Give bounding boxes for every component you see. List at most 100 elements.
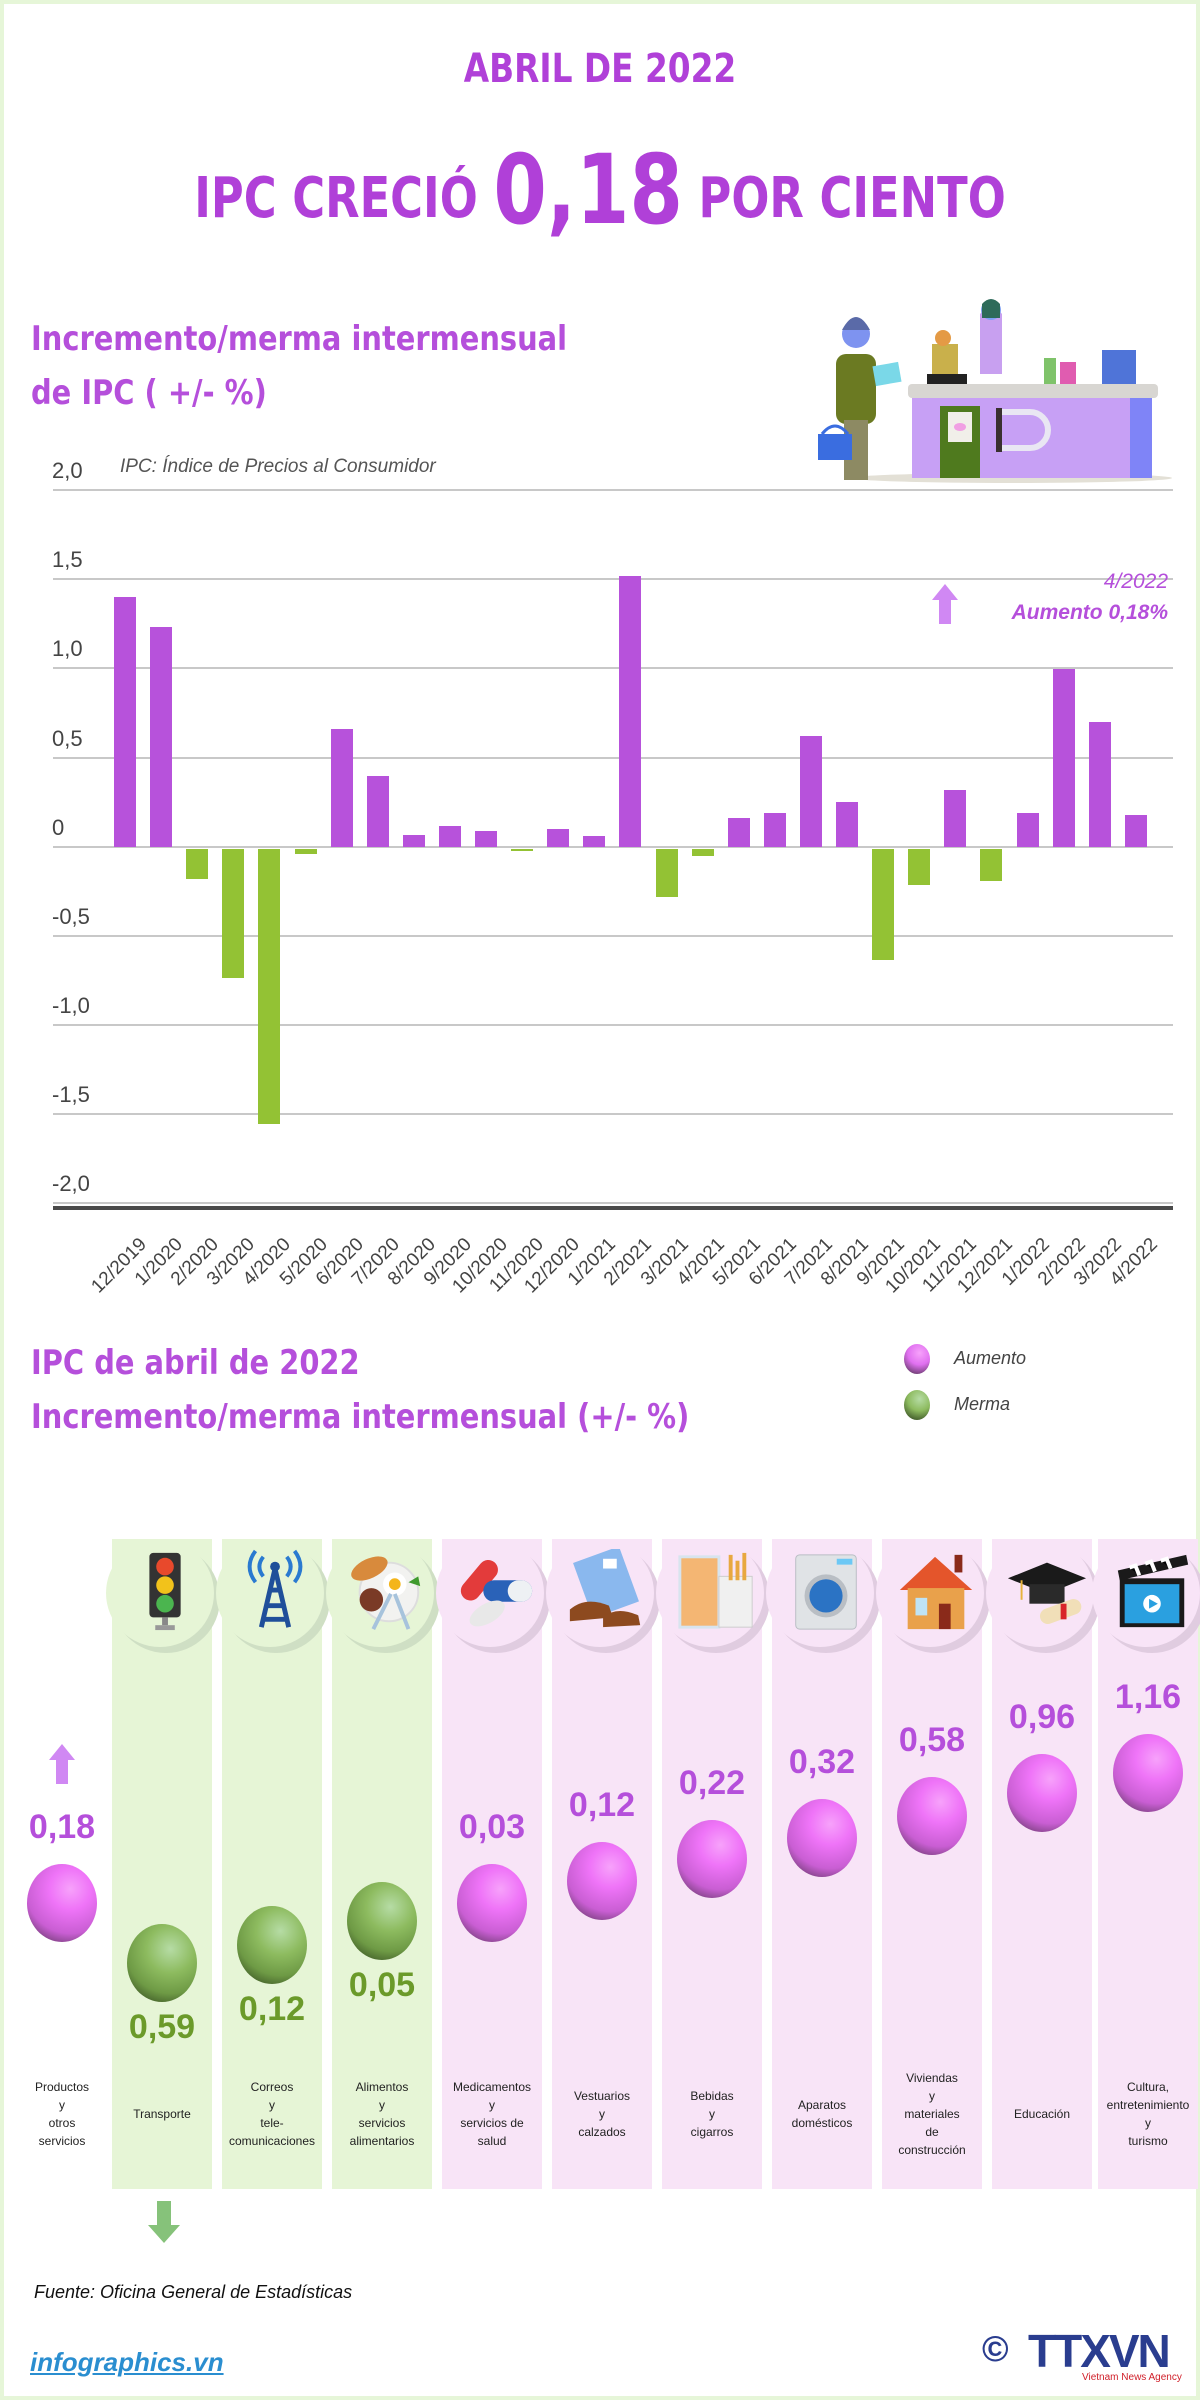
category-value: 0,03 [458, 1808, 526, 1846]
bar-8/2020 [402, 834, 425, 847]
category-column [876, 1539, 984, 2189]
category-label-line: y [379, 2098, 385, 2112]
bar-6/2020 [330, 729, 353, 847]
bar-9/2021 [872, 849, 895, 960]
gridline [53, 1024, 1173, 1026]
antenna-tower-icon [247, 1549, 303, 1628]
value-ball [1007, 1754, 1077, 1832]
bar-5/2020 [294, 849, 317, 855]
house-icon [899, 1554, 973, 1630]
section2-title: IPC de abril de 2022 Incremento/merma in… [31, 1336, 689, 1444]
category-value: 0,12 [568, 1786, 636, 1824]
category-column [1092, 1539, 1200, 2189]
bar-4/2020 [258, 849, 281, 1124]
section2-title-line1: IPC de abril de 2022 [31, 1343, 360, 1383]
category-label-line: Viviendas [906, 2071, 958, 2085]
bar-1/2022 [1016, 813, 1039, 847]
ttxvn-logo: © TTXVN Vietnam News Agency [982, 2322, 1182, 2386]
value-ball [787, 1799, 857, 1877]
category-label-line: alimentarios [349, 2134, 415, 2148]
category-label-line: Aparatos [797, 2098, 847, 2112]
site-link[interactable]: infographics.vn [30, 2347, 224, 2377]
category-label-line: Productos [34, 2080, 90, 2094]
gridline [53, 935, 1173, 937]
latest-month-annotation: 4/2022 Aumento 0,18% [1012, 566, 1168, 628]
value-ball [897, 1777, 967, 1855]
category-label: Cultura, entretenimiento y turismo [1090, 2078, 1200, 2150]
category-column [216, 1539, 324, 2189]
category-label-line: comunicaciones [228, 2134, 316, 2148]
bar-12/2021 [980, 849, 1003, 882]
bar-2/2021 [619, 575, 642, 847]
category-label-line: Medicamentos [452, 2080, 532, 2094]
category-label-line: y [59, 2098, 65, 2112]
gridline [53, 489, 1173, 491]
bar-8/2021 [836, 802, 858, 847]
category-label-line: cigarros [690, 2125, 734, 2139]
gridline [53, 667, 1173, 669]
category-label-line: servicios [38, 2134, 86, 2148]
bar-7/2020 [366, 775, 389, 847]
section1-title: Incremento/merma intermensual de IPC ( +… [31, 312, 567, 420]
copyright-icon: © [982, 2328, 1009, 2369]
category-label-line: servicios de [460, 2116, 524, 2130]
category-label: Correos y tele-comunicaciones [214, 2078, 330, 2150]
bar-4/2022 [1124, 814, 1147, 847]
category-value: 0,18 [28, 1808, 96, 1846]
drink-cigarettes-icon [678, 1552, 753, 1629]
gridline [53, 1202, 1173, 1204]
logo-text: TTXVN [1028, 2325, 1171, 2377]
bar-3/2021 [655, 849, 678, 898]
category-label-line: Alimentos [355, 2080, 409, 2094]
bar-12/2020 [547, 829, 570, 847]
category-label-line: calzados [578, 2125, 626, 2139]
y-tick-label: 0,5 [52, 726, 83, 751]
annotation-text: Aumento 0,18% [1011, 601, 1168, 624]
chart-subnote: IPC: Índice de Precios al Consumidor [120, 456, 436, 477]
category-label-line: domésticos [791, 2116, 853, 2130]
category-label-line: turismo [1128, 2134, 1168, 2148]
category-label: Productos y otros servicios [4, 2078, 120, 2150]
bar-3/2022 [1088, 722, 1111, 847]
up-arrow-icon [49, 1744, 75, 1784]
washing-machine-icon [795, 1554, 857, 1630]
category-label: Aparatos domésticos [764, 2096, 880, 2132]
value-ball [677, 1820, 747, 1898]
category-label-line: Bebidas [690, 2089, 734, 2103]
value-ball [27, 1864, 97, 1942]
gridline [53, 1113, 1173, 1115]
food-plate-icon [351, 1556, 421, 1630]
category-value: 0,32 [788, 1743, 856, 1781]
category-label: Viviendas y materiales de construcción [874, 2069, 990, 2159]
category-label-line: servicios [358, 2116, 406, 2130]
legend-swatch-merma [904, 1390, 930, 1420]
category-value: 1,16 [1114, 1678, 1182, 1716]
bar-10/2021 [908, 849, 931, 885]
bar-1/2020 [150, 627, 173, 847]
category-column [106, 1539, 214, 2189]
bar-11/2021 [944, 789, 967, 847]
category-column [986, 1539, 1094, 2189]
logo-subtitle: Vietnam News Agency [1082, 2372, 1182, 2383]
gridline [53, 846, 1173, 848]
pills-icon [460, 1560, 533, 1627]
category-label-line: tele- [260, 2116, 284, 2130]
value-ball [457, 1864, 527, 1942]
y-tick-label: -2,0 [52, 1171, 90, 1196]
category-label: Educación [984, 2105, 1100, 2123]
category-label-line: Cultura, [1126, 2080, 1170, 2094]
clothes-shoes-icon [569, 1549, 641, 1628]
value-ball [237, 1906, 307, 1984]
bar-3/2020 [222, 849, 245, 978]
section2-title-line2: Incremento/merma intermensual (+/- %) [31, 1397, 690, 1437]
y-tick-label: 0 [52, 815, 65, 840]
annotation-date: 4/2022 [1103, 570, 1168, 593]
bar-9/2020 [438, 825, 461, 847]
y-tick-label: -1,5 [52, 1082, 90, 1107]
value-ball [567, 1842, 637, 1920]
up-arrow-icon [932, 584, 958, 624]
bar-5/2021 [727, 818, 750, 847]
y-tick-label: 1,5 [52, 547, 83, 572]
value-ball [347, 1882, 417, 1960]
down-arrow-icon [148, 2201, 180, 2243]
